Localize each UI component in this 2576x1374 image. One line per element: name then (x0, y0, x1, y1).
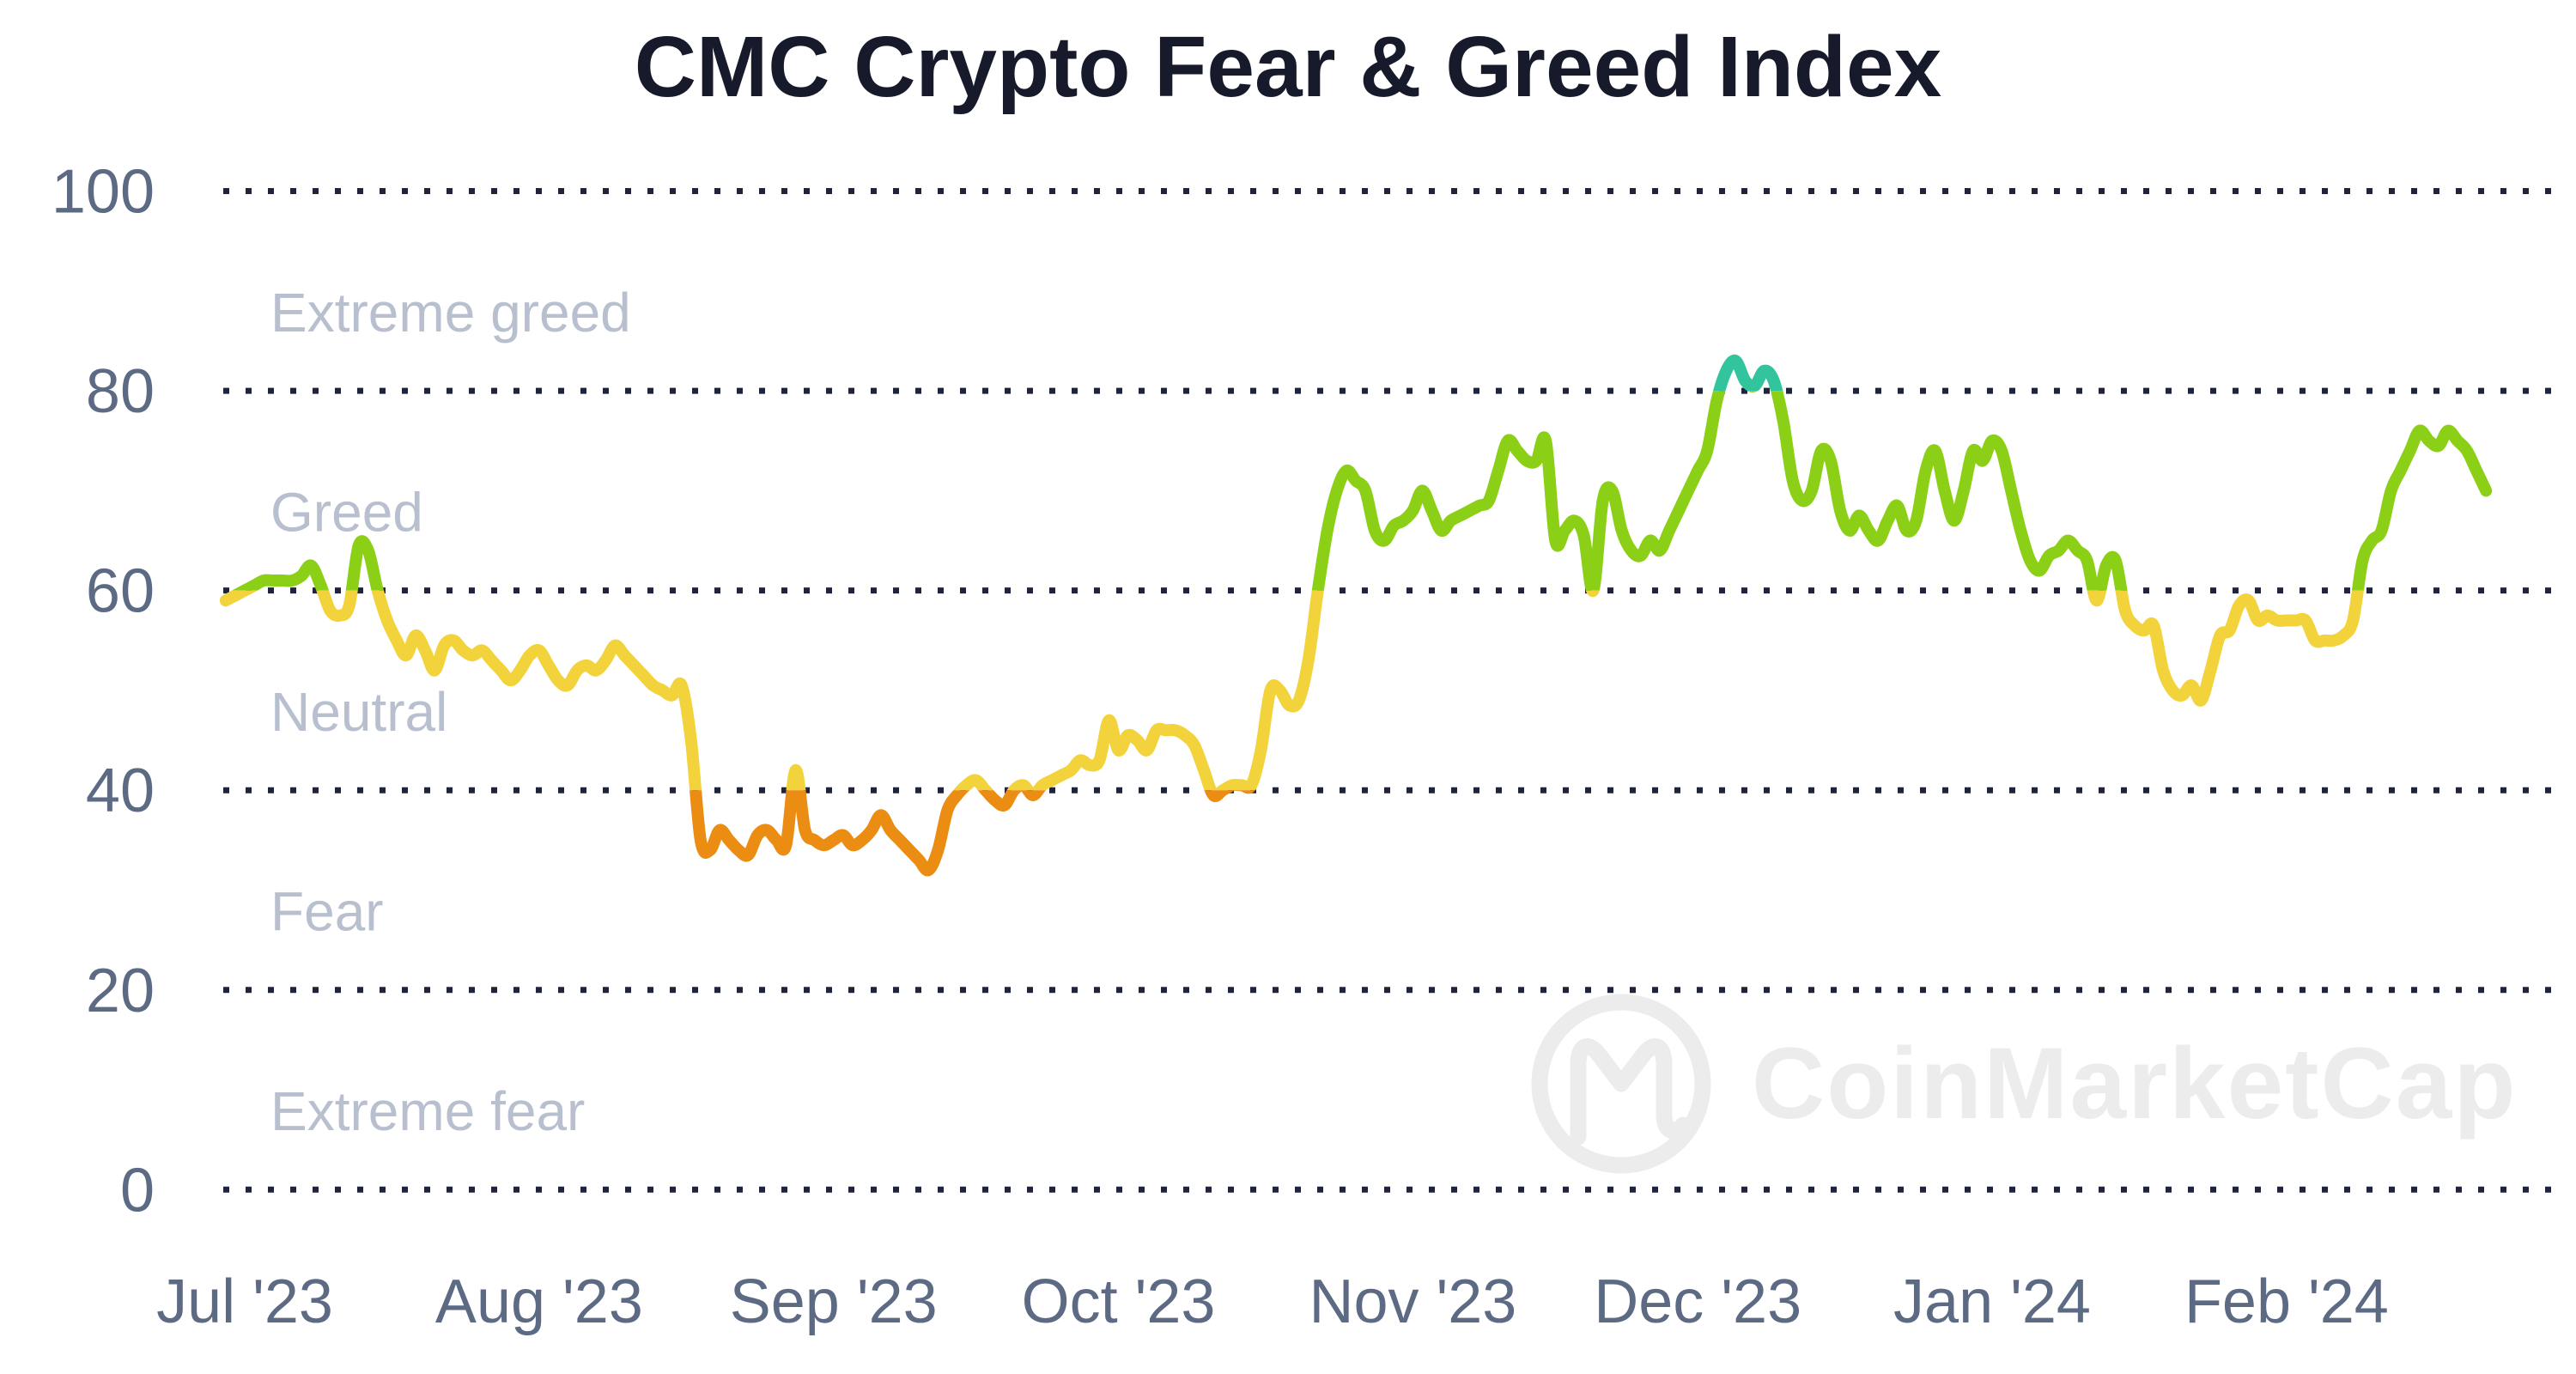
y-tick-label-40: 40 (86, 757, 155, 825)
y-tick-label-20: 20 (86, 957, 155, 1025)
y-tick-label-100: 100 (52, 158, 155, 227)
x-axis-labels: Jul '23 Aug '23 Sep '23 Oct '23 Nov '23 Dec '… (156, 1268, 2389, 1336)
y-tick-label-60: 60 (86, 557, 155, 626)
zone-label-extreme-greed: Extreme greed (270, 282, 631, 344)
y-axis-labels: 0 20 40 60 80 100 (52, 158, 155, 1225)
chart-title: CMC Crypto Fear & Greed Index (635, 19, 1942, 115)
y-tick-label-80: 80 (86, 357, 155, 426)
zone-labels: Extreme greed Greed Neutral Fear Extreme fea… (270, 282, 631, 1142)
x-tick-label-3: Sep '23 (730, 1268, 938, 1336)
x-tick-label-6: Dec '23 (1594, 1268, 1801, 1336)
x-tick-label-7: Jan '24 (1893, 1268, 2091, 1336)
watermark-text: CoinMarketCap (1752, 1027, 2517, 1140)
fear-greed-line (219, 354, 2493, 877)
x-tick-label-4: Oct '23 (1022, 1268, 1216, 1336)
watermark: CoinMarketCap (1531, 994, 2517, 1174)
index-line-segment-neutral (219, 590, 2364, 791)
x-tick-label-1: Jul '23 (156, 1268, 333, 1336)
index-line-segment-greed (232, 391, 2493, 591)
index-line-segment-extreme-greed (1713, 354, 1783, 392)
zone-label-extreme-fear: Extreme fear (270, 1080, 585, 1142)
x-tick-label-8: Feb '24 (2184, 1268, 2389, 1336)
coinmarketcap-logo-m-icon (1570, 1038, 1692, 1146)
index-line-segment-fear (690, 790, 1255, 877)
y-tick-label-0: 0 (120, 1156, 155, 1225)
coinmarketcap-logo-icon (1531, 994, 1711, 1174)
zone-label-greed: Greed (270, 481, 423, 543)
x-tick-label-5: Nov '23 (1309, 1268, 1516, 1336)
zone-label-neutral: Neutral (270, 681, 447, 743)
x-tick-label-2: Aug '23 (435, 1268, 643, 1336)
zone-label-fear: Fear (270, 881, 384, 943)
